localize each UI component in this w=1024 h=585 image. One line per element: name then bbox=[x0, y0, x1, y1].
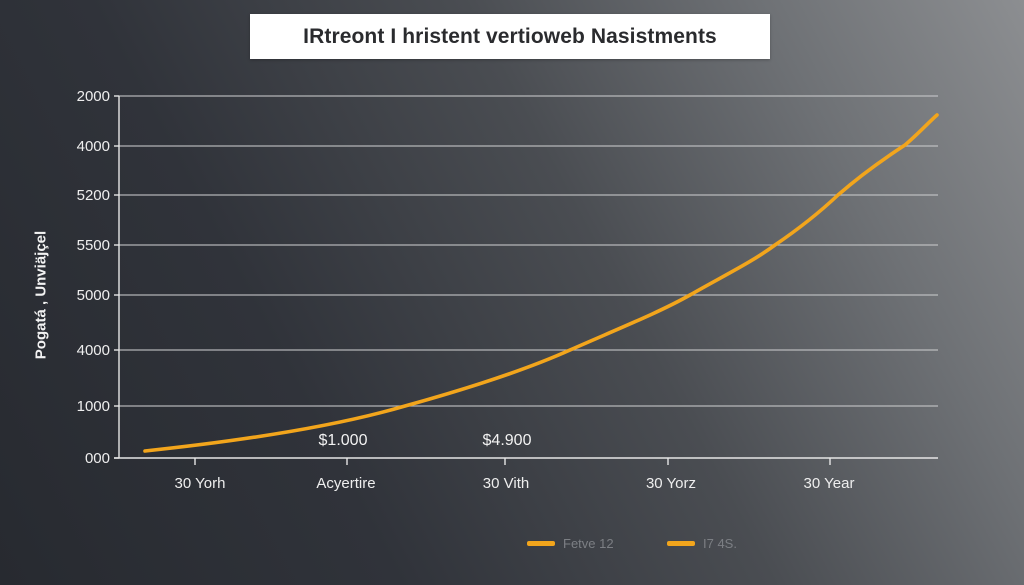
x-tick-label: 30 Year bbox=[804, 475, 855, 492]
y-tick-label: 2000 bbox=[77, 88, 110, 105]
legend-item: Fetve 12 bbox=[527, 536, 614, 551]
annotation-label: $1.000 bbox=[319, 432, 368, 449]
y-tick-label: 4000 bbox=[77, 342, 110, 359]
y-tick-labels: 2000 4000 5200 5500 5000 4000 1000 000 bbox=[77, 88, 110, 467]
legend-swatch-icon bbox=[667, 541, 695, 546]
y-tick-label: 5000 bbox=[77, 287, 110, 304]
legend-swatch-icon bbox=[527, 541, 555, 546]
legend-label: I7 4S. bbox=[703, 536, 737, 551]
y-tick-label: 5200 bbox=[77, 187, 110, 204]
legend-item: I7 4S. bbox=[667, 536, 737, 551]
x-tick-label: 30 Vith bbox=[483, 475, 529, 492]
x-tick-label: 30 Yorz bbox=[646, 475, 696, 492]
chart-title: IRtreont I hristent vertioweb Nasistment… bbox=[303, 24, 717, 48]
y-tick-label: 000 bbox=[85, 450, 110, 467]
series-line bbox=[143, 113, 939, 453]
annotations: $1.000 $4.900 bbox=[319, 432, 532, 449]
axes bbox=[114, 95, 938, 465]
chart-title-box: IRtreont I hristent vertioweb Nasistment… bbox=[250, 14, 770, 59]
y-tick-label: 1000 bbox=[77, 398, 110, 415]
gridlines bbox=[119, 95, 938, 407]
x-tick-label: 30 Yorh bbox=[175, 475, 226, 492]
legend-label: Fetve 12 bbox=[563, 536, 614, 551]
x-tick-labels: 30 Yorh Acyertire 30 Vith 30 Yorz 30 Yea… bbox=[175, 475, 855, 492]
annotation-label: $4.900 bbox=[483, 432, 532, 449]
y-tick-label: 5500 bbox=[77, 237, 110, 254]
y-tick-label: 4000 bbox=[77, 138, 110, 155]
x-tick-label: Acyertire bbox=[316, 475, 375, 492]
